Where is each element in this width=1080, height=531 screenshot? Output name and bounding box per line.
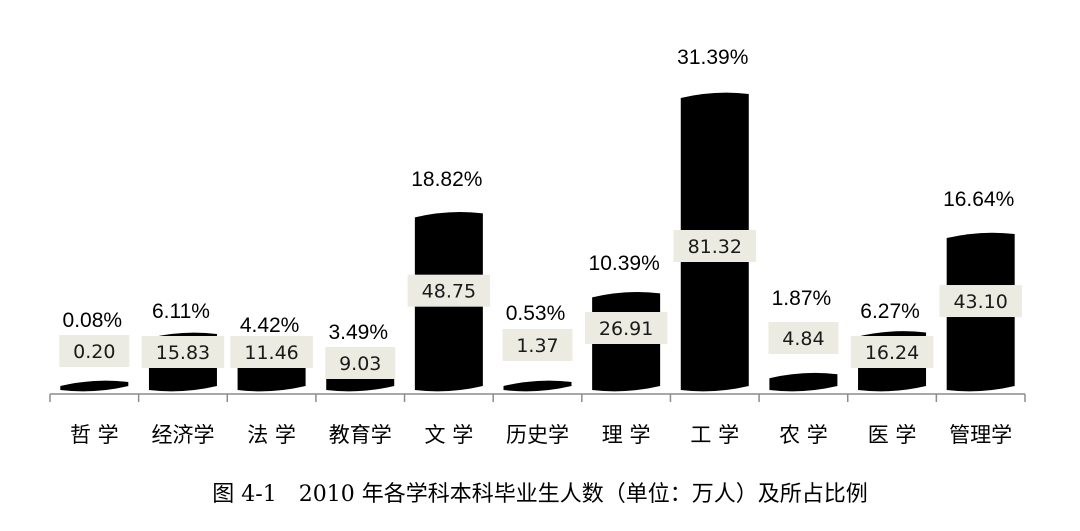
category-label: 法 学 <box>247 423 296 447</box>
value-label: 11.46 <box>244 342 298 364</box>
category-label: 农 学 <box>779 423 828 447</box>
value-label-box <box>407 274 491 307</box>
category-label: 医 学 <box>868 423 917 447</box>
percent-label: 6.11% <box>152 300 210 323</box>
value-label: 0.20 <box>73 341 115 363</box>
percent-label: 6.27% <box>860 300 920 323</box>
value-label-box <box>939 285 1022 318</box>
value-label-box <box>141 336 225 368</box>
percent-label: 10.39% <box>589 252 660 275</box>
percent-label: 16.64% <box>943 188 1014 211</box>
category-label: 文 学 <box>425 423 474 447</box>
value-label: 4.84 <box>782 328 824 350</box>
value-label-box <box>325 347 396 379</box>
category-label: 历史学 <box>506 423 569 447</box>
value-label-box <box>502 329 573 361</box>
bar-9 <box>769 372 838 392</box>
category-label: 哲 学 <box>70 423 119 447</box>
value-label: 15.83 <box>156 342 210 364</box>
percent-label: 0.08% <box>63 309 123 332</box>
category-label: 教育学 <box>329 423 392 447</box>
category-label: 经济学 <box>151 423 214 447</box>
value-label: 48.75 <box>422 281 476 303</box>
category-label: 管理学 <box>949 423 1012 447</box>
value-label-box <box>59 335 130 367</box>
value-label: 43.10 <box>953 291 1007 313</box>
bar-6 <box>503 380 572 392</box>
percent-label: 0.53% <box>506 302 566 325</box>
bar-1 <box>60 380 129 392</box>
value-label-box <box>850 336 934 368</box>
value-label-box <box>230 336 313 368</box>
value-label-box <box>584 312 668 344</box>
value-label: 16.24 <box>865 342 919 364</box>
percent-label: 18.82% <box>411 168 482 191</box>
value-label: 9.03 <box>339 353 381 375</box>
category-label: 理 学 <box>602 423 651 447</box>
percent-label: 4.42% <box>240 314 300 337</box>
percent-label: 1.87% <box>772 287 832 310</box>
value-label-box <box>768 322 839 354</box>
percent-label: 31.39% <box>677 46 748 69</box>
category-label: 工 学 <box>690 423 739 447</box>
value-label: 81.32 <box>688 236 742 258</box>
value-label: 1.37 <box>516 335 558 357</box>
value-label-box <box>673 230 757 262</box>
percent-label: 3.49% <box>328 321 388 344</box>
figure-caption: 图 4-1 2010 年各学科本科毕业生人数（单位：万人）及所占比例 <box>212 482 868 507</box>
value-label: 26.91 <box>599 318 653 340</box>
